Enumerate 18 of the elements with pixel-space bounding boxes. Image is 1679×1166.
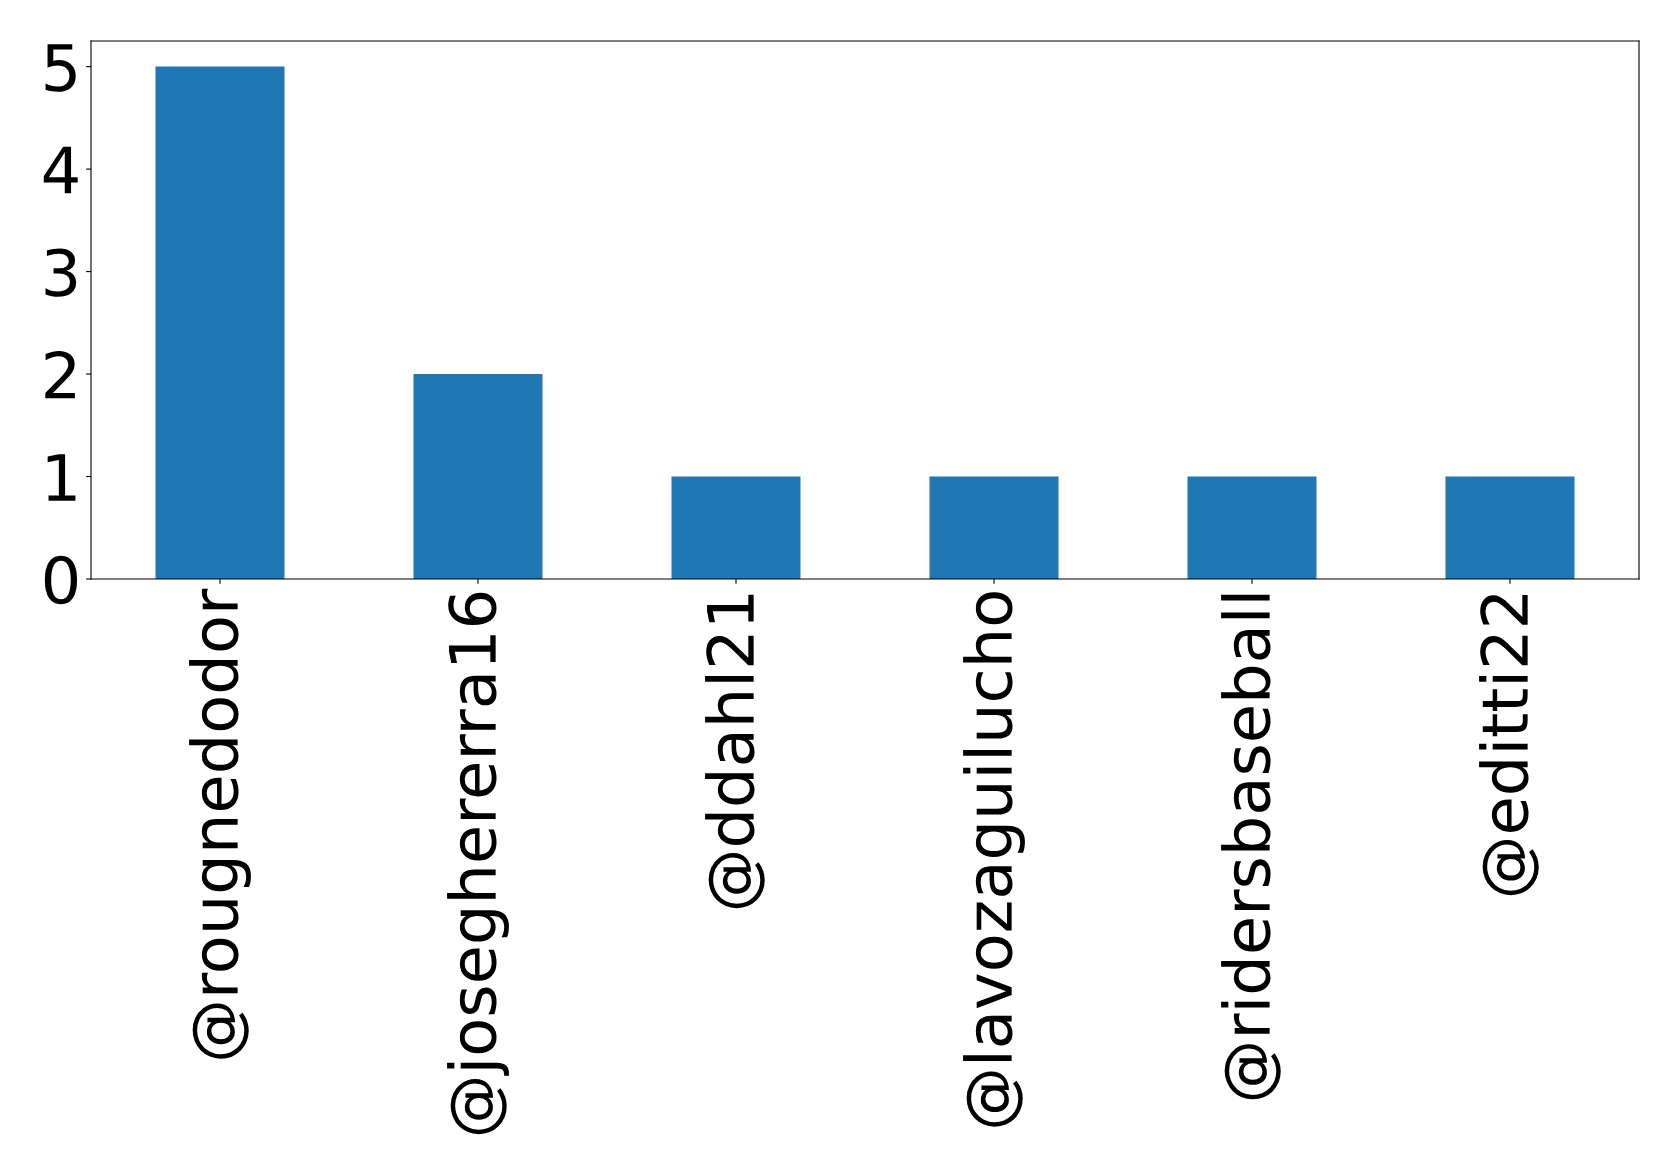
x-tick-label: @ddahl21 bbox=[705, 594, 765, 909]
bar bbox=[671, 476, 801, 579]
x-tick-label: @editti22 bbox=[1479, 595, 1539, 896]
y-tick-label: 1 bbox=[47, 454, 76, 501]
bar bbox=[1187, 476, 1317, 579]
bar bbox=[929, 476, 1059, 579]
x-tick-label: @rougnedodor bbox=[189, 588, 251, 1059]
y-tick-label: 4 bbox=[43, 146, 78, 194]
x-tick-label: @joseghererra16 bbox=[447, 592, 509, 1135]
y-tick-label: 0 bbox=[44, 555, 78, 605]
y-tick-label: 5 bbox=[45, 44, 76, 92]
y-tick-label: 3 bbox=[45, 248, 77, 297]
x-tick-label: @lavozaguilucho bbox=[963, 592, 1025, 1127]
bar bbox=[413, 374, 543, 579]
bar bbox=[1445, 476, 1575, 579]
bar bbox=[155, 66, 285, 579]
y-tick-label: 2 bbox=[45, 350, 75, 399]
x-tick-label: @ridersbaseball bbox=[1221, 594, 1281, 1100]
